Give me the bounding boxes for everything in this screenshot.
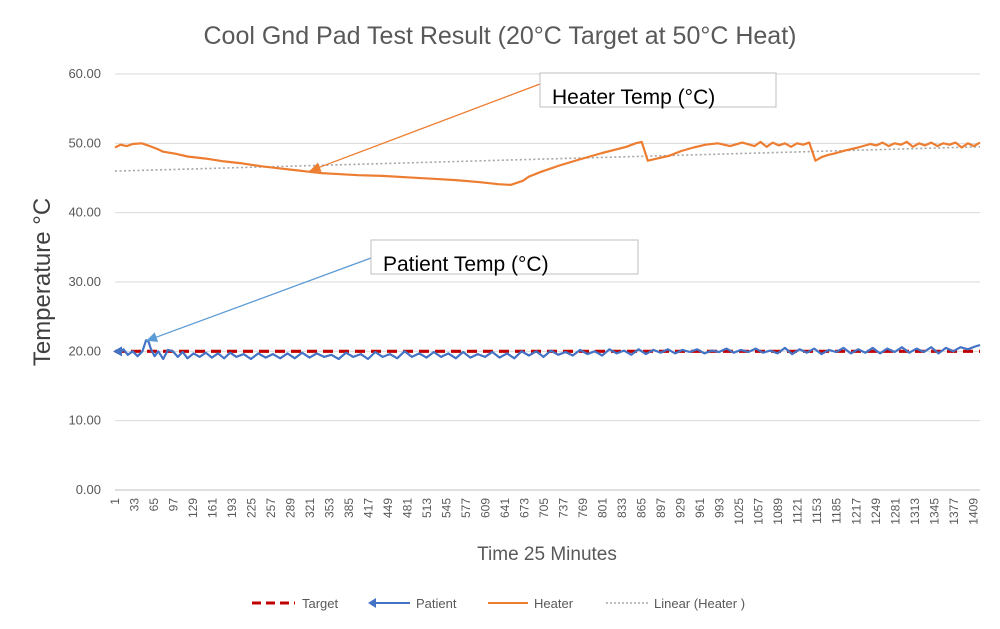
x-tick-label: 1185: [830, 498, 844, 524]
x-tick-label: 577: [459, 498, 473, 518]
x-tick-label: 673: [518, 498, 532, 518]
patient-start-arrow-marker: [113, 346, 122, 357]
heater-annotation-box: [539, 72, 777, 108]
x-tick-label: 1089: [771, 498, 785, 525]
x-tick-label: 609: [479, 498, 493, 518]
legend-label-target: Target: [302, 596, 339, 611]
x-tick-label: 1249: [869, 498, 883, 525]
x-axis-label: Time 25 Minutes: [477, 544, 617, 565]
x-tick-label: 1377: [947, 498, 961, 525]
heater-annotation: Heater Temp (°C): [309, 72, 777, 172]
legend-swatch-patient-arrow: [368, 598, 376, 608]
x-tick-label: 353: [323, 498, 337, 518]
legend-label-linear-heater: Linear (Heater ): [654, 596, 745, 611]
x-tick-label: 705: [537, 498, 551, 518]
x-tick-label: 513: [420, 498, 434, 518]
x-tick-label: 289: [284, 498, 298, 518]
series-layer: [113, 140, 981, 361]
x-tick-label: 1409: [966, 498, 980, 525]
x-tick-label: 897: [654, 498, 668, 518]
series-line-heater: [114, 140, 981, 186]
x-tick-label: 225: [245, 498, 259, 518]
x-tick-label: 193: [225, 498, 239, 518]
legend-label-patient: Patient: [416, 596, 457, 611]
x-tick-label: 417: [362, 498, 376, 518]
x-tick-label: 33: [128, 498, 142, 512]
x-tick-label: 1057: [752, 498, 766, 525]
y-axis-label: Temperature °C: [29, 198, 56, 366]
x-tick-label: 801: [596, 498, 610, 518]
x-tick-label: 481: [401, 498, 415, 518]
x-tick-label: 1313: [908, 498, 922, 525]
x-tick-label: 449: [381, 498, 395, 518]
x-tick-label: 385: [342, 498, 356, 518]
x-tick-label: 1121: [791, 498, 805, 524]
x-tick-label: 321: [303, 498, 317, 518]
x-tick-label: 1153: [810, 498, 824, 524]
y-tick-label: 30.00: [68, 274, 101, 289]
patient-annotation-arrow: [145, 257, 372, 342]
x-tick-label: 1281: [888, 498, 902, 525]
y-tick-label: 60.00: [68, 66, 101, 81]
patient-annotation: Patient Temp (°C): [145, 239, 639, 342]
x-tick-label: 1025: [732, 498, 746, 525]
y-tick-label: 10.00: [68, 413, 101, 428]
heater-annotation-text: Heater Temp (°C): [552, 86, 715, 109]
y-tick-label: 20.00: [68, 343, 101, 358]
x-tick-label: 65: [147, 498, 161, 512]
y-tick-labels: 0.00 10.00 20.00 30.00 40.00 50.00 60.00: [68, 66, 101, 497]
x-tick-label: 97: [167, 498, 181, 512]
x-tick-label: 929: [674, 498, 688, 518]
x-tick-label: 257: [264, 498, 278, 518]
x-tick-label: 833: [615, 498, 629, 518]
patient-annotation-arrowhead: [146, 332, 159, 342]
x-tick-label: 161: [206, 498, 220, 518]
y-tick-label: 50.00: [68, 135, 101, 150]
heater-annotation-arrow: [309, 83, 541, 172]
x-tick-label: 1: [108, 498, 122, 505]
series-line-patient: [114, 339, 981, 361]
x-tick-label: 545: [440, 498, 454, 518]
legend-label-heater: Heater: [534, 596, 574, 611]
x-tick-label: 865: [635, 498, 649, 518]
chart-title: Cool Gnd Pad Test Result (20°C Target at…: [204, 22, 797, 50]
x-tick-label: 1217: [849, 498, 863, 525]
x-tick-label: 993: [713, 498, 727, 518]
x-tick-labels: 1 33 65 97 129 161 193 225 257 289 321 353 385 417 449…: [108, 498, 980, 525]
y-tick-label: 40.00: [68, 205, 101, 220]
patient-annotation-text: Patient Temp (°C): [383, 253, 549, 276]
x-tick-label: 1345: [927, 498, 941, 525]
x-tick-label: 769: [576, 498, 590, 518]
legend: Target Patient Heater Linear (Heater ): [252, 596, 745, 611]
heater-annotation-arrowhead: [309, 162, 322, 172]
x-tick-label: 961: [693, 498, 707, 518]
patient-annotation-box: [370, 239, 639, 275]
x-tick-label: 737: [557, 498, 571, 518]
y-tick-label: 0.00: [76, 482, 101, 497]
x-tick-label: 129: [186, 498, 200, 518]
x-tick-label: 641: [498, 498, 512, 518]
